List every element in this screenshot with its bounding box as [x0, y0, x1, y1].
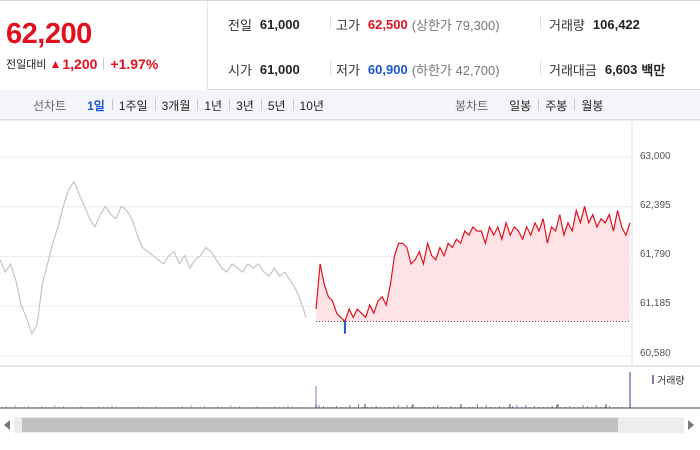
stat-value: 106,422 [592, 16, 640, 32]
chart-scrollbar[interactable] [0, 414, 700, 436]
divider [540, 61, 541, 75]
candle-chart-label: 봉차트 [455, 98, 489, 113]
stat-label: 거래량 [549, 17, 585, 33]
stat-volume: 거래량 106,422 [549, 14, 640, 34]
upper-limit: (상한가 79,300) [411, 17, 500, 33]
scroll-thumb[interactable] [22, 418, 618, 432]
current-price-box: 62,200 전일대비 ▲ 1,200 +1.97% [0, 1, 208, 90]
change-amount: 1,200 [62, 56, 98, 72]
change-rate: +1.97% [110, 56, 159, 72]
line-chart-periods: 선차트 1일 1주일 3개월 1년 3년 5년 10년 [33, 90, 331, 120]
up-arrow-icon: ▲ [49, 57, 62, 71]
divider [540, 15, 541, 29]
period-1w[interactable]: 1주일 [111, 97, 155, 114]
volume-legend: 거래량 [652, 372, 685, 387]
chart-area: 63,000 62,395 61,790 61,185 60,580 [0, 120, 700, 410]
volume-legend-swatch [652, 375, 654, 384]
period-1y[interactable]: 1년 [197, 97, 229, 114]
stat-label: 전일 [228, 17, 252, 33]
stat-label: 거래대금 [549, 62, 597, 78]
period-5y[interactable]: 5년 [260, 97, 293, 114]
y-tick-label: 62,395 [640, 200, 671, 211]
stat-amount: 거래대금 6,603 백만 [549, 59, 665, 79]
price-summary: 62,200 전일대비 ▲ 1,200 +1.97% 전일 61,000 시가 … [0, 0, 700, 90]
stat-low: 저가 60,900 (하한가 42,700) [336, 59, 500, 79]
change-label: 전일대비 [6, 59, 47, 71]
price-change: 전일대비 ▲ 1,200 +1.97% [6, 56, 158, 72]
volume-legend-label: 거래량 [657, 376, 685, 387]
stat-value: 60,900 [367, 61, 408, 77]
stat-prev-close: 전일 61,000 [228, 14, 300, 34]
stats-grid: 전일 61,000 시가 61,000 고가 62,500 (상한가 79,30… [208, 1, 700, 90]
today-price-line [315, 206, 631, 323]
stat-unit: 백만 [641, 62, 666, 78]
scroll-left-arrow-icon[interactable] [4, 420, 10, 430]
period-10y[interactable]: 10년 [292, 97, 331, 114]
lower-limit: (하한가 42,700) [411, 62, 500, 78]
stat-label: 고가 [336, 17, 360, 33]
period-3m[interactable]: 3개월 [154, 97, 198, 114]
current-price: 62,200 [6, 18, 92, 50]
today-area-fill [316, 206, 630, 322]
divider [103, 58, 105, 70]
stat-high: 고가 62,500 (상한가 79,300) [336, 14, 500, 34]
footer-space [0, 436, 700, 450]
divider [330, 61, 331, 75]
y-tick-label: 61,185 [640, 298, 671, 309]
candle-weekly[interactable]: 주봉 [538, 97, 574, 114]
period-1d[interactable]: 1일 [87, 98, 105, 113]
y-tick-label: 61,790 [640, 249, 671, 260]
stat-value: 6,603 [604, 61, 638, 77]
scroll-right-arrow-icon[interactable] [688, 420, 694, 430]
line-chart-label: 선차트 [33, 98, 67, 113]
price-chart [0, 120, 700, 409]
stat-value: 62,500 [367, 16, 408, 32]
stat-value: 61,000 [259, 61, 300, 77]
candle-chart-periods: 봉차트 일봉 주봉 월봉 [455, 90, 610, 120]
y-tick-label: 63,000 [640, 151, 671, 162]
previous-day-line [0, 180, 307, 336]
stat-label: 시가 [228, 62, 252, 78]
candle-monthly[interactable]: 월봉 [574, 97, 610, 114]
stat-open: 시가 61,000 [228, 59, 300, 79]
chart-toolbar: 선차트 1일 1주일 3개월 1년 3년 5년 10년 봉차트 일봉 주봉 월봉 [0, 90, 700, 120]
period-3y[interactable]: 3년 [229, 97, 261, 114]
divider [330, 15, 331, 29]
stat-label: 저가 [336, 62, 360, 78]
y-tick-label: 60,580 [640, 348, 671, 359]
stat-value: 61,000 [259, 16, 300, 32]
candle-daily[interactable]: 일봉 [509, 98, 532, 113]
